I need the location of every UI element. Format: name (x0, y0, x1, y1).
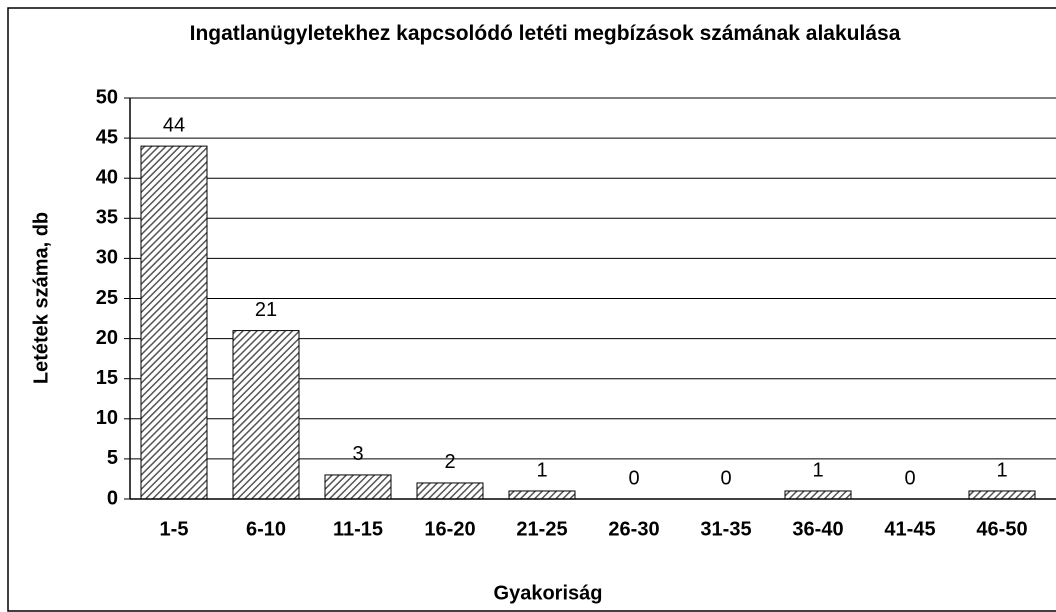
bar (508, 490, 576, 500)
y-tick-label: 45 (96, 126, 118, 148)
value-label: 1 (812, 459, 823, 481)
x-tick-label: 26-30 (608, 518, 659, 540)
bar (324, 474, 392, 500)
x-tick-label: 21-25 (516, 518, 567, 540)
value-label: 0 (720, 467, 731, 489)
y-tick-label: 20 (96, 327, 118, 349)
value-label: 0 (628, 467, 639, 489)
y-tick-label: 40 (96, 166, 118, 188)
value-label: 44 (163, 114, 185, 136)
x-tick-label: 46-50 (976, 518, 1027, 540)
x-tick-label: 31-35 (700, 518, 751, 540)
x-tick-label: 41-45 (884, 518, 935, 540)
bar (140, 145, 208, 500)
y-tick-label: 35 (96, 207, 118, 229)
y-tick-label: 5 (107, 447, 118, 469)
x-tick-label: 36-40 (792, 518, 843, 540)
y-tick-label: 50 (96, 86, 118, 108)
value-label: 21 (255, 299, 277, 321)
y-tick-label: 0 (107, 487, 118, 509)
value-label: 0 (904, 467, 915, 489)
y-tick-label: 10 (96, 407, 118, 429)
value-label: 1 (536, 459, 547, 481)
y-tick-label: 25 (96, 287, 118, 309)
x-tick-label: 6-10 (246, 518, 286, 540)
bar (232, 330, 300, 500)
y-tick-label: 30 (96, 247, 118, 269)
chart-title: Ingatlanügyletekhez kapcsolódó letéti me… (189, 22, 901, 45)
x-axis-label: Gyakoriság (494, 582, 603, 604)
y-axis-label: Letétek száma, db (30, 212, 52, 384)
y-tick-label: 15 (96, 367, 118, 389)
value-label: 3 (352, 443, 363, 465)
x-tick-label: 1-5 (160, 518, 189, 540)
bar (968, 490, 1036, 500)
value-label: 2 (444, 451, 455, 473)
x-tick-label: 16-20 (424, 518, 475, 540)
x-tick-label: 11-15 (333, 518, 383, 540)
value-label: 1 (996, 459, 1007, 481)
bar (784, 490, 852, 500)
bar (416, 482, 484, 500)
